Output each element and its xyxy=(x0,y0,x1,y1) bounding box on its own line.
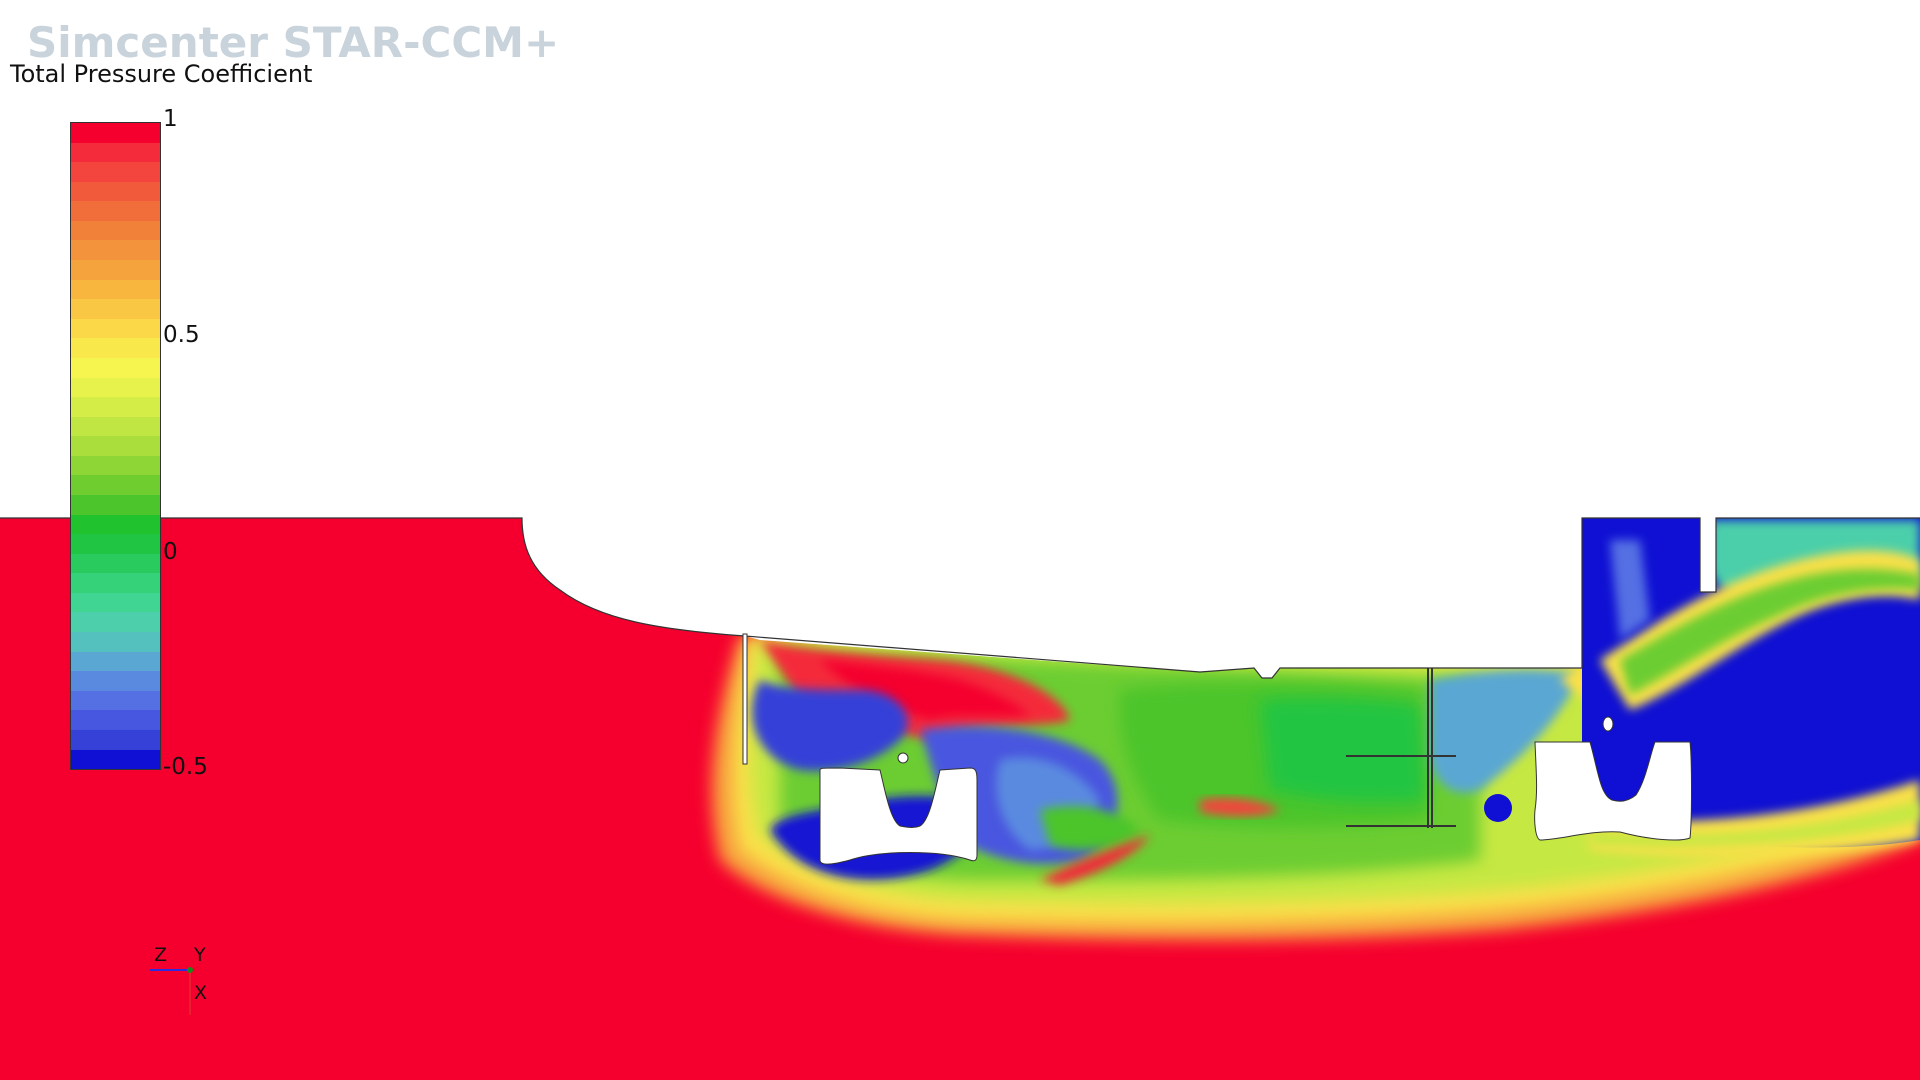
colorbar-band xyxy=(71,299,160,319)
colorbar-band xyxy=(71,690,160,711)
colorbar-band xyxy=(71,514,160,535)
brand-watermark: Simcenter STAR-CCM+ xyxy=(27,18,560,67)
colorbar-band xyxy=(71,220,160,241)
colorbar-label-0-5: 0.5 xyxy=(163,322,200,348)
colorbar-band xyxy=(71,612,160,633)
colorbar-band xyxy=(71,534,160,554)
colorbar-band xyxy=(71,416,160,437)
colorbar-band xyxy=(71,671,160,691)
colorbar-band xyxy=(71,181,160,202)
colorbar-band xyxy=(71,338,160,358)
colorbar-band xyxy=(71,494,160,515)
colorbar-band xyxy=(71,397,160,417)
colorbar-band xyxy=(71,651,160,672)
colorbar-band xyxy=(71,436,160,456)
rear-wheel-cutout xyxy=(1534,741,1692,841)
rear-wake-field xyxy=(1582,518,1920,857)
colorbar[interactable] xyxy=(70,122,161,770)
colorbar-band xyxy=(71,279,160,300)
triad-label-x: X xyxy=(194,982,208,1004)
colorbar-label-min: -0.5 xyxy=(163,754,208,780)
colorbar-band xyxy=(71,318,160,339)
colorbar-band xyxy=(71,553,160,574)
colorbar-band xyxy=(71,573,160,593)
colorbar-label-max: 1 xyxy=(163,106,178,132)
triad-label-y: Y xyxy=(194,944,206,966)
colorbar-band xyxy=(71,592,160,613)
vehicle-body xyxy=(0,517,1920,865)
colorbar-band xyxy=(71,710,160,730)
colorbar-band xyxy=(71,240,160,261)
colorbar-band xyxy=(71,201,160,221)
colorbar-band xyxy=(71,632,160,652)
colorbar-band xyxy=(71,162,160,182)
triad-label-z: Z xyxy=(154,944,168,966)
colorbar-band xyxy=(71,475,160,495)
colorbar-band xyxy=(71,260,160,280)
colorbar-band xyxy=(71,142,160,163)
front-wheel-cutout xyxy=(819,767,978,865)
colorbar-band xyxy=(71,123,160,143)
colorbar-band xyxy=(71,749,160,770)
colorbar-band xyxy=(71,455,160,476)
colorbar-label-0: 0 xyxy=(163,539,178,565)
scalar-title: Total Pressure Coefficient xyxy=(10,60,313,88)
colorbar-band xyxy=(71,377,160,398)
axis-triad: Z Y X xyxy=(140,940,220,1020)
colorbar-band xyxy=(71,729,160,750)
colorbar-band xyxy=(71,357,160,378)
